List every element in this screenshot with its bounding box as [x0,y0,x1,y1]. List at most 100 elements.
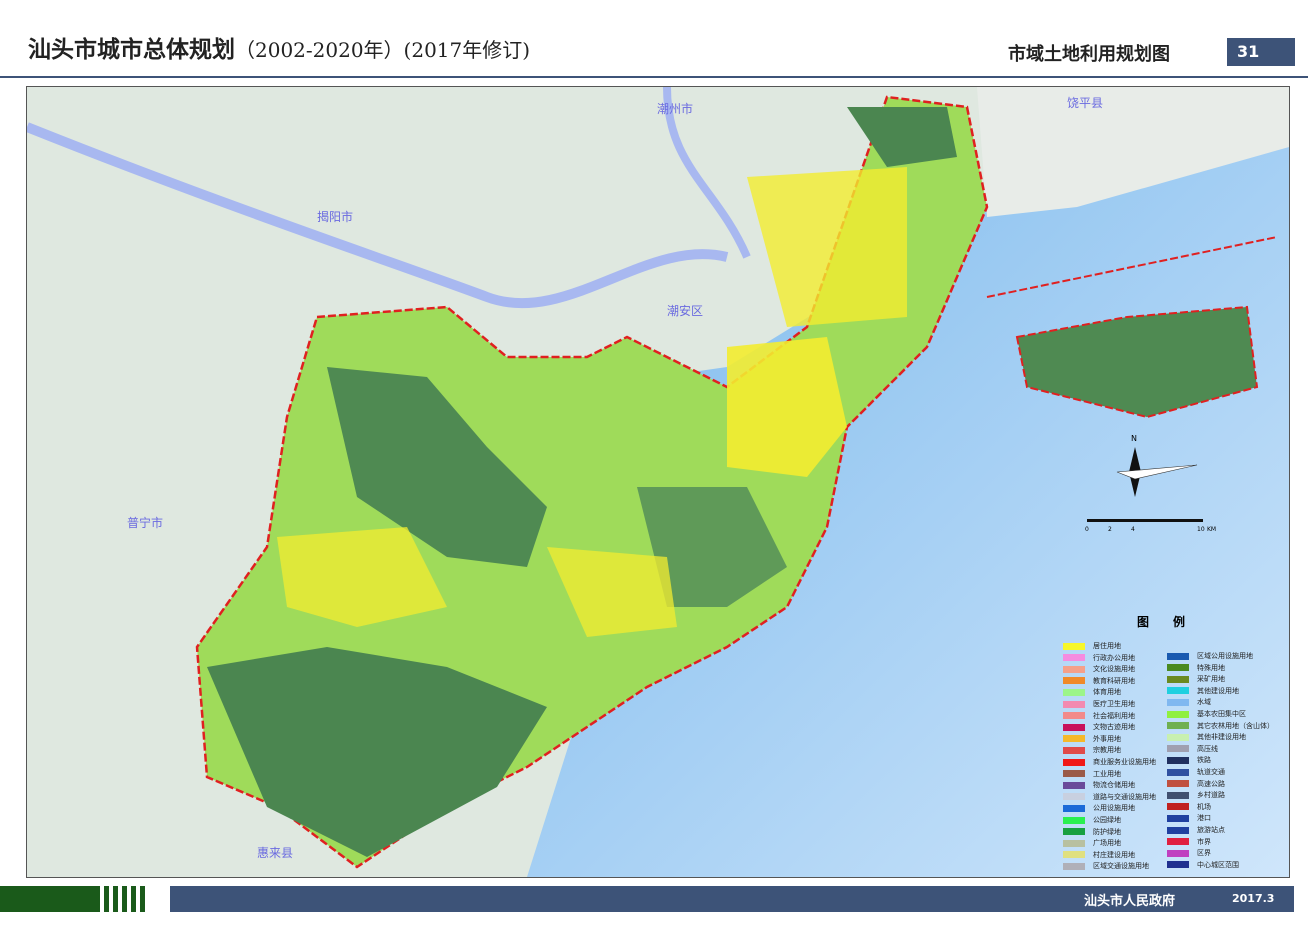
legend-item: 中心城区范围 [1167,860,1239,870]
legend-item: 机场 [1167,802,1211,812]
legend-swatch [1063,677,1085,685]
legend-label: 基本农田集中区 [1197,710,1246,718]
central-urban-area [727,337,847,477]
legend-label: 文物古迹用地 [1093,723,1135,732]
river [663,86,751,259]
legend-item: 港口 [1167,813,1211,823]
legend-swatch [1063,828,1085,836]
legend-item: 宗教用地 [1063,745,1121,755]
legend-swatch [1167,722,1189,730]
legend-swatch [1063,862,1085,870]
legend-label: 物流仓储用地 [1093,781,1135,790]
forest-area [327,367,547,567]
scale-tick: 2 [1108,526,1112,533]
legend-label: 乡村道路 [1197,791,1225,800]
legend-swatch [1167,791,1189,799]
legend-swatch [1167,768,1189,776]
footer-organization: 汕头市人民政府 [1084,894,1176,909]
footer-bar [170,886,1294,912]
legend-label: 广场用地 [1093,839,1121,848]
legend-item: 居住用地 [1063,641,1121,651]
legend-label: 铁路 [1197,756,1211,765]
scale-bar: 0 2 4 10 KM [1085,519,1216,533]
legend-label: 轨道交通 [1197,768,1225,776]
legend-swatch [1167,756,1189,764]
scale-tick: 0 [1085,526,1089,533]
compass: N [1116,434,1198,497]
scale-unit: KM [1207,526,1216,533]
label-puning: 普宁市 [127,515,163,530]
map-name: 市域土地利用规划图 [1008,44,1170,65]
legend-swatch [1167,733,1189,741]
legend-swatch [1167,698,1189,706]
label-chaoan: 潮安区 [667,303,703,318]
legend-item: 区域公用设施用地 [1167,651,1253,661]
legend-label: 水域 [1197,698,1211,707]
title-main: 汕头市城市总体规划 [28,37,235,63]
legend-swatch [1167,826,1189,834]
legend-swatch [1063,712,1085,720]
legend-swatch [1063,665,1085,673]
legend-swatch [1167,664,1189,672]
legend-item: 工业用地 [1063,769,1121,779]
label-raoping: 饶平县 [1067,96,1103,110]
legend-label: 区域交通设施用地 [1093,862,1149,871]
legend-item: 广场用地 [1063,838,1121,848]
legend-label: 高压线 [1197,744,1218,753]
legend-swatch [1167,814,1189,822]
legend-swatch [1063,839,1085,847]
legend-item: 商业服务业设施用地 [1063,757,1156,767]
legend-label: 公园绿地 [1093,816,1121,824]
page-number: 31 [1227,38,1295,66]
legend-label: 其它农林用地（含山体） [1197,721,1274,730]
label-chaozhou: 潮州市 [657,101,693,116]
legend-item: 乡村道路 [1167,790,1225,800]
legend-item: 外事用地 [1063,734,1121,744]
urban-area [747,167,907,327]
legend-item: 水域 [1167,697,1211,707]
legend-swatch [1063,804,1085,812]
legend-swatch [1063,723,1085,731]
legend-item: 高压线 [1167,744,1218,754]
land-use-map: 饶平县 潮州市 揭阳市 潮安区 普宁市 惠来县 N 0 2 4 10 KM 图 … [25,86,1290,878]
legend-item: 其他建设用地 [1167,686,1239,696]
legend-item: 物流仓储用地 [1063,780,1135,790]
legend-swatch [1167,687,1189,695]
legend-item: 公园绿地 [1063,815,1121,825]
legend-swatch [1167,675,1189,683]
legend-label: 村庄建设用地 [1093,850,1135,859]
legend-label: 特殊用地 [1197,663,1225,672]
urban-area [277,527,447,627]
forest-area [207,647,547,857]
urban-area [547,547,677,637]
legend-item: 文物古迹用地 [1063,722,1135,732]
compass-n: N [1131,434,1137,443]
forest-area [847,107,957,167]
legend-label: 港口 [1197,814,1211,823]
legend-label: 采矿用地 [1197,675,1225,684]
legend-label: 旅游站点 [1197,826,1225,834]
legend-swatch [1167,849,1189,857]
legend-swatch [1063,781,1085,789]
title-sub: （2002-2020年）(2017年修订) [235,38,531,62]
legend-swatch [1063,700,1085,708]
legend-item: 基本农田集中区 [1167,709,1246,719]
legend-label: 高速公路 [1197,779,1225,788]
raoping-land [977,87,1289,217]
legend-item: 铁路 [1167,755,1211,765]
scale-tick: 4 [1131,526,1135,533]
legend-label: 医疗卫生用地 [1093,700,1135,708]
legend-swatch [1063,654,1085,662]
legend-title: 图 例 [1137,615,1186,629]
legend-item: 防护绿地 [1063,827,1121,837]
legend-item: 行政办公用地 [1063,653,1135,663]
legend-label: 教育科研用地 [1093,676,1135,685]
legend-item: 旅游站点 [1167,825,1225,835]
legend-label: 机场 [1197,802,1211,811]
legend-swatch [1167,745,1189,753]
legend-label: 防护绿地 [1093,827,1121,836]
legend-swatch [1063,642,1085,650]
legend-label: 区域公用设施用地 [1197,652,1253,660]
legend-label: 市界 [1197,837,1211,846]
header-divider [0,76,1308,78]
